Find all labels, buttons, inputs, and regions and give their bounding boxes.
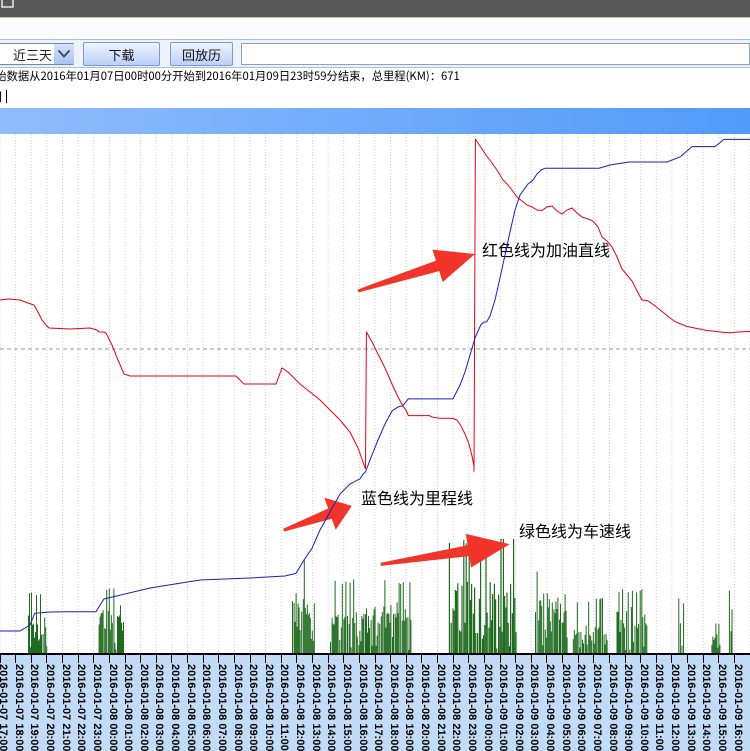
svg-text:蓝色线为里程线: 蓝色线为里程线 (361, 485, 473, 509)
svg-text:红色线为加油直线: 红色线为加油直线 (482, 237, 610, 261)
svg-text:绿色线为车速线: 绿色线为车速线 (519, 518, 631, 542)
